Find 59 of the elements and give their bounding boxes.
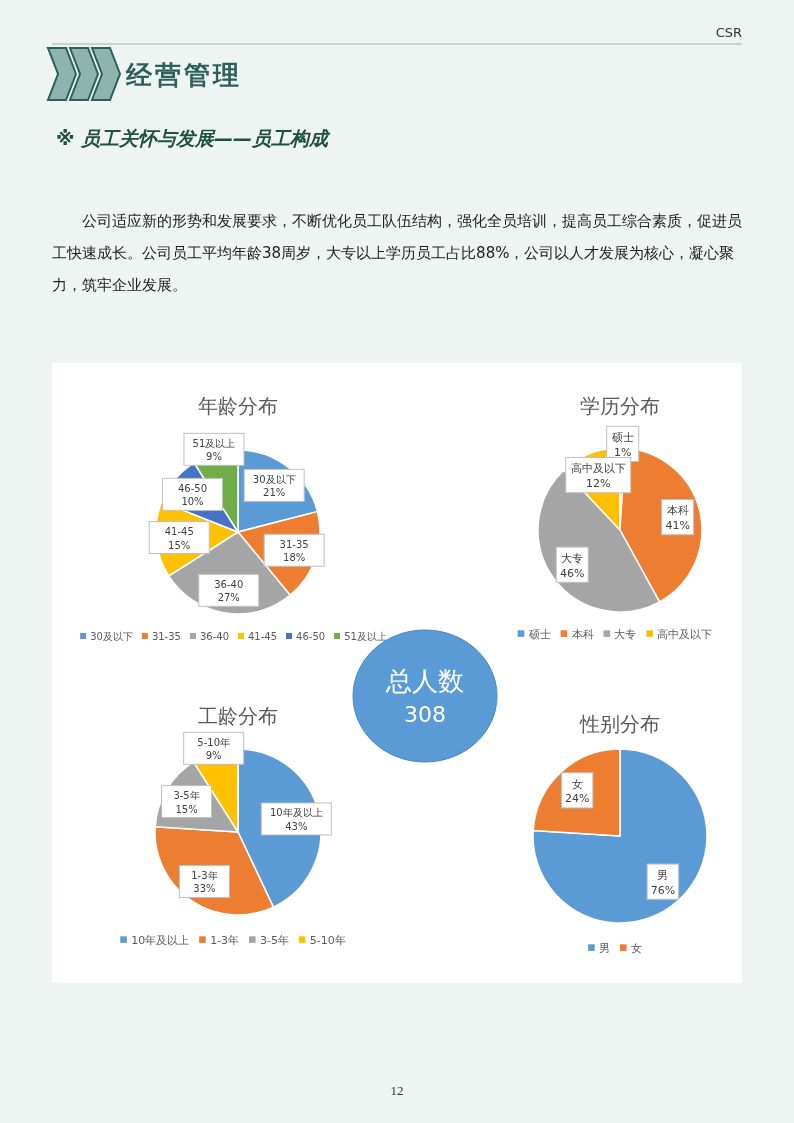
slice-label: 高中及以下 bbox=[570, 462, 626, 476]
slice-label: 51及以上 bbox=[192, 437, 236, 449]
legend-label: 41-45 bbox=[248, 631, 278, 642]
legend-label: 10年及以上 bbox=[131, 934, 190, 947]
chart-title: 性别分布 bbox=[579, 712, 660, 736]
text: 308 bbox=[404, 702, 446, 727]
data-label: 12% bbox=[586, 477, 611, 491]
legend-label: 51及以上 bbox=[344, 631, 387, 642]
legend-label: 3-5年 bbox=[260, 934, 289, 947]
text: 总人数 bbox=[385, 666, 464, 696]
chart-title: 学历分布 bbox=[580, 394, 660, 418]
legend-label: 男 bbox=[599, 942, 611, 955]
data-label: 18% bbox=[283, 552, 306, 564]
legend-label: 硕士 bbox=[527, 628, 551, 641]
slice-label: 1-3年 bbox=[191, 869, 218, 881]
legend-label: 5-10年 bbox=[309, 934, 346, 947]
slice-label: 男 bbox=[657, 868, 669, 882]
slice-label: 36-40 bbox=[214, 578, 244, 590]
legend-label: 46-50 bbox=[296, 631, 326, 642]
slice-label: 女 bbox=[571, 777, 583, 791]
legend-label: 31-35 bbox=[151, 631, 181, 642]
legend-label: 1-3年 bbox=[210, 934, 240, 947]
slice-label: 41-45 bbox=[164, 526, 194, 538]
data-label: 27% bbox=[217, 592, 240, 604]
text: 公司适应新的形势和发展要求，不断优化员工队伍结构，强化全员培训，提高员工综合素质，促进员工快速成长。公司员工平均年龄38周岁，大专以上学历员工占比88%，公司以人才发展为核心，凝心聚力，筑牢企业发展。 bbox=[52, 211, 743, 296]
slice-label: 31-35 bbox=[279, 538, 309, 550]
data-label: 9% bbox=[205, 750, 222, 762]
legend-label: 本科 bbox=[571, 628, 594, 641]
data-label: 33% bbox=[193, 883, 216, 895]
chart-title: 年龄分布 bbox=[198, 394, 278, 418]
data-label: 15% bbox=[168, 539, 191, 551]
data-label: 10% bbox=[181, 496, 204, 508]
slice-label: 大专 bbox=[561, 551, 584, 565]
legend-label: 大专 bbox=[614, 628, 637, 641]
data-label: 15% bbox=[175, 803, 198, 815]
text: 经营管理 bbox=[125, 60, 242, 90]
data-label: 43% bbox=[285, 820, 308, 832]
slice-label: 46-50 bbox=[177, 482, 208, 494]
slice-label: 3-5年 bbox=[173, 790, 200, 802]
legend-label: 女 bbox=[631, 942, 642, 955]
slice-label: 本科 bbox=[666, 504, 689, 518]
data-label: 1% bbox=[613, 446, 632, 460]
data-label: 24% bbox=[564, 792, 590, 806]
text: ※ 员工关怀与发展——员工构成 bbox=[56, 127, 332, 149]
slice-label: 硕士 bbox=[610, 431, 634, 445]
data-label: 76% bbox=[650, 883, 676, 897]
data-label: 21% bbox=[263, 487, 286, 499]
text: 12 bbox=[390, 1083, 404, 1098]
data-label: 46% bbox=[560, 566, 585, 580]
legend-label: 30及以下 bbox=[90, 631, 133, 642]
legend-label: 高中及以下 bbox=[657, 628, 713, 641]
text: CSR bbox=[715, 25, 742, 40]
data-label: 41% bbox=[665, 519, 690, 533]
chart-title: 工龄分布 bbox=[198, 704, 278, 728]
slice-label: 5-10年 bbox=[197, 736, 231, 748]
slice-label: 10年及以上 bbox=[269, 807, 323, 819]
legend-label: 36-40 bbox=[199, 631, 229, 642]
slice-label: 30及以下 bbox=[252, 473, 296, 485]
data-label: 9% bbox=[206, 451, 222, 463]
